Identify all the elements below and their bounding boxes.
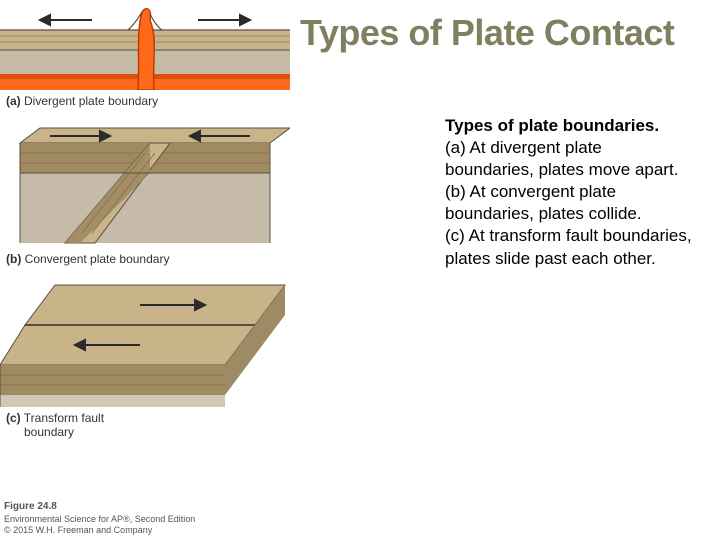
description-body-c: (c) At transform fault boundaries, plate… (445, 225, 695, 269)
transform-diagram (0, 277, 290, 407)
caption-b-text: Convergent plate boundary (25, 252, 170, 266)
figure-source-1: Environmental Science for AP®, Second Ed… (4, 514, 195, 525)
figure-column: (a) Divergent plate boundary (0, 0, 290, 450)
caption-a: (a) Divergent plate boundary (0, 90, 290, 118)
caption-b: (b) Convergent plate boundary (0, 248, 290, 276)
caption-a-text: Divergent plate boundary (24, 94, 158, 108)
description-body-ab: (a) At divergent plate boundaries, plate… (445, 137, 695, 225)
caption-b-label: (b) (6, 252, 21, 266)
convergent-diagram (0, 118, 290, 248)
figure-number: Figure 24.8 (4, 501, 195, 514)
caption-c-text: Transform fault (24, 411, 104, 425)
description-heading: Types of plate boundaries. (445, 115, 695, 137)
panel-convergent: (b) Convergent plate boundary (0, 118, 290, 276)
figure-metadata: Figure 24.8 Environmental Science for AP… (4, 501, 195, 536)
panel-transform: (c) Transform fault boundary (0, 277, 290, 450)
figure-source-2: © 2015 W.H. Freeman and Company (4, 525, 195, 536)
caption-c-text2: boundary (6, 425, 74, 439)
caption-a-label: (a) (6, 94, 21, 108)
caption-c-label: (c) (6, 411, 21, 425)
caption-c: (c) Transform fault boundary (0, 407, 290, 450)
panel-divergent: (a) Divergent plate boundary (0, 0, 290, 118)
divergent-diagram (0, 0, 290, 90)
page-title: Types of Plate Contact (300, 12, 674, 54)
description-block: Types of plate boundaries. (a) At diverg… (445, 115, 695, 270)
